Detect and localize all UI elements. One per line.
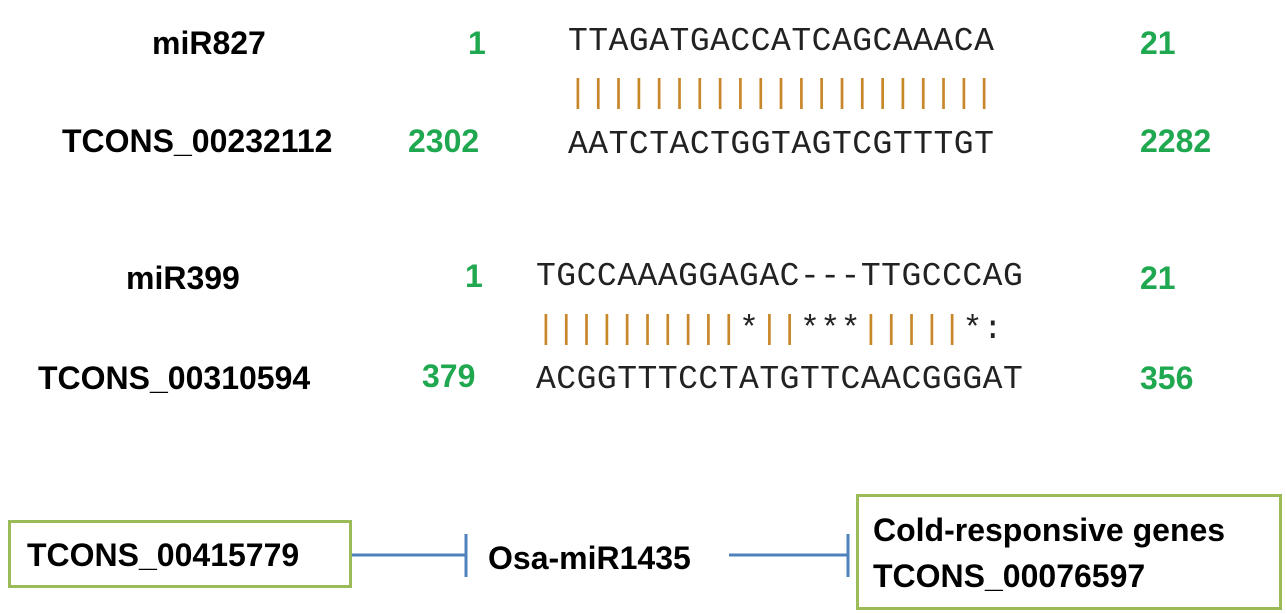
source-transcript-label: TCONS_00415779 [27,537,300,573]
target-genes-line2: TCONS_00076597 [873,558,1146,594]
target-genes-line1: Cold-responsive genes [873,512,1226,548]
alignment1-target-sequence: AATCTACTGGTAGTCGTTTGT [568,126,995,163]
alignment2-query-end: 21 [1140,260,1176,296]
alignment2-target-sequence: ACGGTTTCCTATGTTCAACGGGAT [536,361,1024,398]
alignment2-target-name: TCONS_00310594 [38,360,311,396]
alignment2-query-sequence: TGCCAAAGGAGAC---TTGCCCAG [536,258,1024,295]
target-genes-box [856,494,1282,610]
alignment2-query-start: 1 [465,258,483,294]
alignment1-target-start: 2302 [408,123,480,159]
alignment2-match-line: ||||||||||*||***|||||*: [536,311,1004,348]
alignment1-query-end: 21 [1140,25,1176,61]
alignment1-query-sequence: TTAGATGACCATCAGCAAACA [568,23,995,60]
alignment2-target-start: 379 [422,358,476,394]
alignment1-query-name: miR827 [152,25,266,61]
alignment2-target-end: 356 [1140,360,1194,396]
source-transcript-box [8,520,352,588]
alignment1-match-line: ||||||||||||||||||||| [568,75,995,112]
alignment1-target-name: TCONS_00232112 [62,123,333,159]
alignment2-query-name: miR399 [126,260,240,296]
mirna-label: Osa-miR1435 [488,540,691,576]
alignment1-target-end: 2282 [1140,123,1212,159]
alignment1-query-start: 1 [468,25,486,61]
